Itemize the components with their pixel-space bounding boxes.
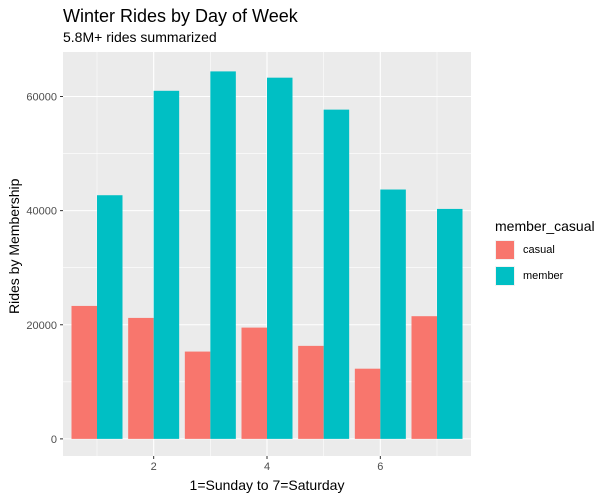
axes: 0 20000 40000 60000 2 4 6 (26, 92, 383, 473)
bar-casual-7 (411, 316, 437, 439)
bar-casual-1 (71, 305, 97, 439)
y-tick-label: 20000 (26, 320, 57, 332)
chart-subtitle: 5.8M+ rides summarized (63, 29, 217, 45)
bar-member-6 (380, 189, 406, 439)
legend: member_casual casual member (495, 218, 595, 286)
y-tick-label: 60000 (26, 92, 57, 104)
legend-title: member_casual (495, 218, 595, 234)
x-tick-label: 4 (264, 461, 270, 473)
legend-swatch-casual (496, 241, 514, 259)
x-tick-label: 6 (377, 461, 383, 473)
y-tick-label: 40000 (26, 206, 57, 218)
bar-member-2 (153, 90, 180, 439)
bar-casual-3 (184, 351, 211, 439)
legend-swatch-member (496, 267, 514, 285)
x-axis-title: 1=Sunday to 7=Saturday (189, 477, 345, 493)
bar-member-1 (97, 195, 123, 439)
bar-member-5 (323, 109, 350, 439)
legend-label-member: member (523, 270, 564, 282)
x-tick-label: 2 (151, 461, 157, 473)
y-tick-label: 0 (51, 434, 57, 446)
legend-item-member: member (495, 266, 595, 286)
bar-casual-6 (354, 368, 381, 439)
chart-title: Winter Rides by Day of Week (63, 6, 298, 26)
legend-label-casual: casual (523, 244, 555, 256)
bar-member-7 (437, 208, 463, 439)
bar-casual-2 (128, 317, 154, 439)
bar-member-4 (267, 77, 293, 439)
bars (71, 71, 463, 439)
legend-item-casual: casual (495, 240, 595, 260)
bar-member-3 (210, 71, 236, 439)
y-axis-title: Rides by Membership (6, 178, 22, 314)
bar-casual-4 (241, 327, 267, 439)
bar-casual-5 (298, 345, 324, 439)
